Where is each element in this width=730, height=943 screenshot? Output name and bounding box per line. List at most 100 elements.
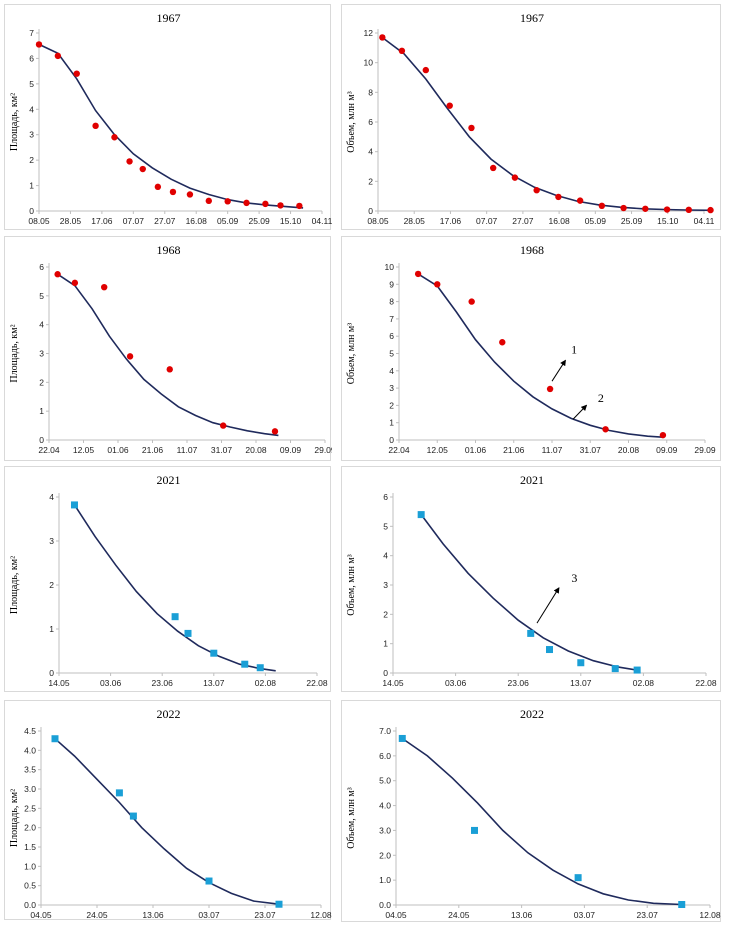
annotation-label: 2 [598,391,604,405]
data-point [685,206,692,214]
y-tick-label: 2.0 [379,850,391,860]
y-tick-label: 4 [368,147,373,157]
x-tick-label: 17.06 [440,216,462,226]
x-tick-label: 05.09 [585,216,607,226]
y-tick-label: 3.0 [24,784,36,794]
y-tick-label: 2 [49,580,54,590]
y-tick-label: 6 [368,117,373,127]
data-point [546,646,553,654]
data-point [220,422,227,429]
x-tick-label: 03.07 [574,910,596,920]
data-point [468,124,475,132]
y-tick-label: 3 [383,580,388,590]
data-point [533,187,540,194]
data-point [446,102,453,109]
chart-svg-volume-2021: 2021 0 1 2 3 4 5 6 14.05 03.06 23.06 13.07 02.08 22.0… [346,473,717,688]
x-tick-label: 27.07 [512,216,534,226]
x-tick-label: 23.07 [254,910,276,920]
x-tick-label: 12.05 [73,445,95,455]
data-point [296,202,303,210]
y-tick-label: 10 [364,58,374,68]
data-point [379,34,386,41]
x-tick-label: 15.10 [280,216,302,226]
x-tick-label: 14.05 [382,678,404,688]
y-axis-label: Площадь, км² [9,789,20,847]
chart-svg-volume-2022: 2022 0.0 1.0 2.0 3.0 4.0 5.0 6.0 7.0 04.05 24.05 13… [346,707,721,920]
data-point [527,629,535,637]
data-point [92,122,99,130]
y-tick-label: 0 [29,206,34,216]
data-point [633,666,641,674]
chart-title: 2021 [157,473,181,487]
data-point [511,174,519,181]
y-tick-label: 5 [29,79,34,89]
x-tick-label: 21.06 [142,445,164,455]
y-tick-label: 5 [39,291,44,301]
x-tick-label: 22.08 [695,678,717,688]
data-point [546,385,554,393]
chart-title: 2021 [520,473,544,487]
y-tick-label: 4.5 [24,726,36,736]
data-point [129,812,137,820]
data-point [126,353,134,360]
x-tick-label: 02.08 [255,678,277,688]
x-tick-label: 04.11 [694,216,715,226]
x-tick-label: 27.07 [154,216,176,226]
x-tick-label: 22.08 [306,678,328,688]
annotation-label: 1 [571,343,577,357]
x-tick-label: 15.10 [657,216,679,226]
x-tick-label: 29.09 [314,445,332,455]
x-tick-label: 13.06 [142,910,164,920]
y-tick-label: 4 [49,492,54,502]
y-tick-label: 1.0 [24,861,36,871]
y-tick-label: 6 [383,492,388,502]
y-tick-label: 1.0 [379,875,391,885]
y-tick-label: 5 [389,349,394,359]
x-tick-label: 09.09 [656,445,678,455]
x-tick-label: 12.05 [427,445,449,455]
chart-volume-1968: 1968 0 1 2 3 4 5 6 7 8 9 10 22.04 12.05 01.06 21.06 11.0… [341,236,721,461]
y-tick-label: 1 [29,181,34,191]
data-point [241,660,249,668]
y-tick-label: 2 [39,377,44,387]
x-tick-label: 28.05 [60,216,82,226]
data-point [611,665,619,673]
data-point [111,134,118,141]
chart-title: 2022 [520,707,544,721]
y-tick-label: 6.0 [379,751,391,761]
x-tick-label: 22.04 [388,445,410,455]
data-point [256,664,264,672]
y-tick-label: 5.0 [379,776,391,786]
x-tick-label: 16.08 [186,216,208,226]
x-tick-label: 01.06 [107,445,129,455]
data-point [398,734,406,742]
x-tick-label: 11.07 [177,445,198,455]
x-tick-label: 04.05 [30,910,52,920]
data-point [210,649,218,657]
data-point [642,205,649,212]
data-point [598,202,606,210]
x-tick-label: 12.08 [310,910,332,920]
x-tick-label: 25.09 [248,216,270,226]
data-point [577,659,585,667]
y-tick-label: 6 [389,331,394,341]
x-tick-label: 08.05 [28,216,50,226]
annotation-arrow [551,359,566,382]
data-point [101,283,108,291]
data-point [275,900,283,908]
y-tick-label: 8 [389,297,394,307]
data-point [205,197,212,205]
data-point [262,200,269,208]
data-point [434,281,441,288]
x-tick-label: 29.09 [694,445,716,455]
data-point [602,426,609,433]
data-point [663,206,671,213]
data-point [471,826,478,834]
y-tick-label: 1 [389,418,394,428]
data-point [271,428,279,435]
x-tick-label: 01.06 [465,445,487,455]
y-axis-label: Площадь, км² [9,93,20,151]
data-point [184,629,192,637]
chart-title: 2022 [157,707,181,721]
y-tick-label: 0.0 [24,900,36,910]
